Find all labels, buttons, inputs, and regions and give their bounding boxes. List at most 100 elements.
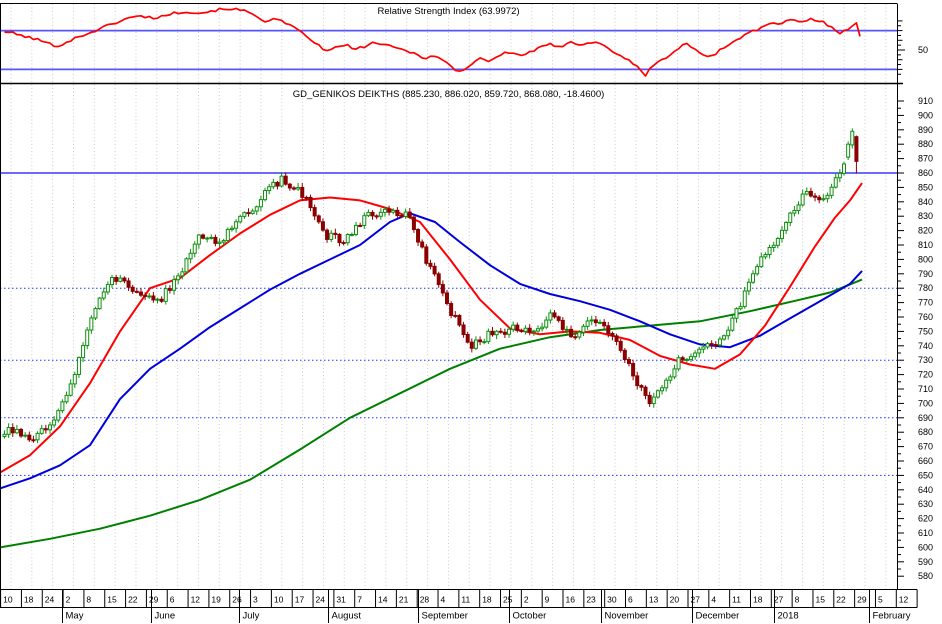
- day-label: 12: [191, 595, 201, 605]
- price-axis-label: 640: [918, 485, 933, 495]
- candle-body: [420, 241, 425, 248]
- candle-body: [205, 237, 210, 240]
- candle-up: [693, 350, 698, 360]
- candle-body: [89, 317, 94, 331]
- candle-body: [432, 265, 437, 275]
- candle-down: [808, 187, 813, 198]
- candle-body: [519, 329, 524, 333]
- candle-body: [300, 186, 305, 198]
- price-axis-label: 600: [918, 542, 933, 552]
- candle-body: [837, 172, 842, 179]
- price-axis-label: 710: [918, 384, 933, 394]
- candle-body: [684, 358, 689, 361]
- candle-body: [163, 288, 168, 302]
- candle-up: [800, 189, 805, 207]
- candle-body: [767, 246, 772, 255]
- candle-up: [759, 252, 764, 268]
- day-label: 15: [815, 595, 825, 605]
- candle-body: [283, 175, 288, 185]
- candle-body: [320, 221, 325, 231]
- candle-body: [64, 394, 69, 403]
- candle-down: [647, 391, 652, 407]
- candle-body: [755, 266, 760, 275]
- candle-body: [498, 330, 503, 333]
- candle-up: [196, 233, 201, 249]
- price-axis-label: 880: [918, 139, 933, 149]
- candle-down: [320, 218, 325, 232]
- candle-body: [250, 210, 255, 214]
- candle-body: [52, 419, 57, 426]
- candle-down: [622, 347, 627, 364]
- candle-down: [569, 325, 574, 338]
- candle-body: [312, 207, 317, 217]
- candle-body: [486, 330, 491, 343]
- candle-up: [717, 336, 722, 348]
- price-axis-label: 910: [918, 96, 933, 106]
- candle-body: [114, 276, 119, 282]
- candle-body: [151, 295, 156, 301]
- candle-up: [209, 234, 214, 240]
- candle-body: [23, 434, 28, 437]
- candle-down: [602, 319, 607, 330]
- candle-body: [585, 320, 590, 327]
- candle-body: [556, 316, 561, 321]
- candle-body: [275, 181, 280, 187]
- candle-up: [180, 267, 185, 280]
- day-label: 2: [524, 595, 529, 605]
- day-label: 11: [461, 595, 470, 605]
- candle-body: [122, 277, 127, 282]
- candle-body: [589, 319, 594, 322]
- candle-body: [358, 224, 363, 227]
- candle-body: [614, 335, 619, 342]
- candle-body: [482, 341, 487, 344]
- candle-body: [808, 190, 813, 197]
- candle-body: [631, 362, 636, 377]
- candle-body: [598, 321, 603, 324]
- ma-fast-red-line: [0, 182, 863, 474]
- candle-up: [511, 321, 516, 333]
- candle-body: [85, 329, 90, 347]
- candle-down: [626, 356, 631, 367]
- candle-body: [564, 328, 569, 331]
- candle-down: [300, 182, 305, 201]
- candle-body: [395, 209, 400, 217]
- candle-up: [85, 327, 90, 350]
- candle-down: [337, 233, 342, 247]
- candle-body: [143, 294, 148, 297]
- candle-up: [531, 329, 536, 336]
- day-label: 26: [232, 595, 242, 605]
- candle-body: [709, 343, 714, 346]
- month-label: September: [422, 611, 468, 622]
- candle-body: [93, 308, 98, 319]
- candle-up: [676, 355, 681, 372]
- candle-body: [734, 308, 739, 319]
- price-axis-label: 610: [918, 528, 933, 538]
- day-label: 14: [378, 595, 388, 605]
- candle-body: [821, 198, 826, 201]
- month-label: 2018: [778, 611, 799, 622]
- candle-up: [64, 391, 69, 404]
- day-label: 9: [545, 595, 550, 605]
- candle-body: [771, 244, 776, 248]
- candle-up: [651, 392, 656, 408]
- candle-body: [60, 401, 65, 412]
- price-axis-label: 900: [918, 110, 933, 120]
- candle-up: [540, 322, 545, 332]
- candle-body: [842, 163, 847, 174]
- date-axis: 10 18 24 2 8 15 22 29 6 12 19 26 3 10 17 24 31 7 14 21 28 4 11…: [0, 589, 918, 623]
- candle-up: [775, 236, 780, 249]
- candle-body: [242, 212, 247, 217]
- candle-down: [134, 288, 139, 294]
- candle-up: [742, 286, 747, 309]
- candle-body: [337, 233, 342, 244]
- candle-down: [614, 333, 619, 346]
- candle-body: [672, 368, 677, 378]
- candle-body: [35, 432, 40, 441]
- candle-down: [428, 259, 433, 270]
- candle-up: [242, 211, 247, 219]
- day-label: 25: [503, 595, 513, 605]
- candle-down: [515, 322, 520, 333]
- candle-up: [250, 208, 255, 215]
- day-label: 27: [774, 595, 784, 605]
